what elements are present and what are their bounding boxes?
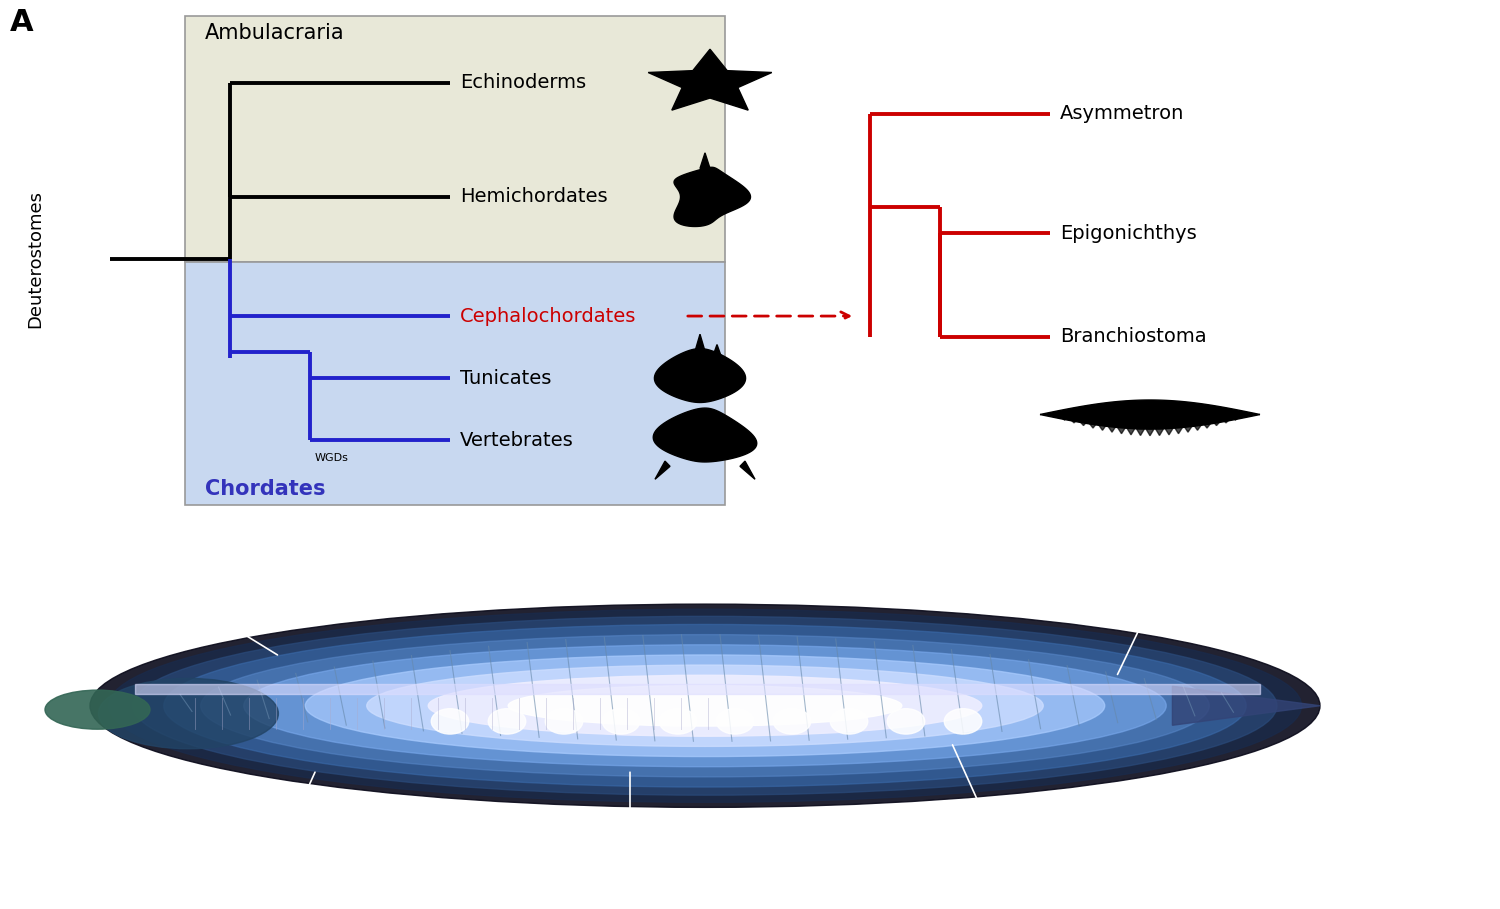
Polygon shape (654, 349, 746, 403)
Text: Hemichordates: Hemichordates (460, 187, 608, 206)
Polygon shape (1194, 425, 1202, 430)
Polygon shape (1052, 415, 1059, 417)
Text: Vertebrates: Vertebrates (460, 431, 573, 450)
Text: nerve chord: nerve chord (156, 562, 262, 627)
Text: Cephalochordates: Cephalochordates (460, 306, 636, 325)
Ellipse shape (134, 616, 1276, 795)
Text: gonads: gonads (602, 773, 658, 846)
Polygon shape (1232, 416, 1239, 420)
Polygon shape (656, 461, 670, 479)
Polygon shape (1174, 427, 1182, 434)
Ellipse shape (99, 678, 279, 749)
Ellipse shape (546, 709, 582, 734)
Ellipse shape (488, 709, 525, 734)
Polygon shape (1146, 429, 1154, 435)
Text: notochord: notochord (156, 596, 278, 654)
Ellipse shape (774, 709, 810, 734)
Polygon shape (1060, 416, 1068, 420)
Polygon shape (1089, 423, 1096, 428)
Text: A: A (10, 8, 33, 36)
Text: Echinoderms: Echinoderms (460, 74, 586, 93)
Polygon shape (1098, 425, 1107, 430)
Polygon shape (1080, 421, 1088, 425)
Ellipse shape (717, 709, 753, 734)
Text: B: B (27, 534, 50, 563)
Text: Chordates: Chordates (206, 479, 326, 499)
Text: pharyngeal slits: pharyngeal slits (224, 773, 346, 846)
Polygon shape (1137, 429, 1144, 435)
Text: segmented
muscles: segmented muscles (1118, 564, 1206, 674)
Ellipse shape (509, 685, 902, 726)
Text: mouth: mouth (42, 753, 92, 811)
Polygon shape (1166, 428, 1173, 435)
Polygon shape (1155, 429, 1164, 435)
Text: Branchiostoma: Branchiostoma (1060, 327, 1206, 346)
Polygon shape (1222, 419, 1230, 423)
Ellipse shape (45, 690, 150, 729)
Polygon shape (712, 345, 722, 358)
Polygon shape (694, 335, 705, 351)
Polygon shape (1184, 426, 1192, 432)
Polygon shape (1212, 421, 1221, 425)
Bar (135, 684, 1260, 694)
Ellipse shape (201, 634, 1209, 777)
Polygon shape (1203, 423, 1210, 428)
Ellipse shape (602, 709, 639, 734)
Ellipse shape (888, 709, 924, 734)
Ellipse shape (945, 709, 981, 734)
Ellipse shape (164, 624, 1246, 787)
Polygon shape (652, 408, 758, 462)
Polygon shape (1118, 427, 1125, 434)
Text: Tunicates: Tunicates (460, 369, 552, 388)
Ellipse shape (306, 654, 1104, 756)
Ellipse shape (90, 604, 1320, 807)
Ellipse shape (432, 709, 468, 734)
Ellipse shape (429, 675, 981, 736)
Bar (184, 15, 724, 262)
Bar (184, 262, 724, 505)
Polygon shape (1108, 426, 1116, 432)
Text: WGDs: WGDs (315, 454, 350, 464)
Text: post-anal
tail: post-anal tail (1382, 564, 1454, 694)
Polygon shape (1040, 400, 1260, 429)
Text: Epigonichthys: Epigonichthys (1060, 224, 1197, 243)
Ellipse shape (831, 709, 867, 734)
Text: anus: anus (1324, 741, 1360, 807)
Ellipse shape (108, 609, 1302, 803)
Polygon shape (700, 153, 709, 168)
Ellipse shape (658, 709, 696, 734)
Polygon shape (1173, 686, 1320, 725)
Text: Ambulacraria: Ambulacraria (206, 24, 345, 44)
Polygon shape (1070, 419, 1078, 423)
Text: Asymmetron: Asymmetron (1060, 105, 1185, 124)
Text: atriopore: atriopore (948, 744, 1017, 819)
Ellipse shape (366, 665, 1044, 746)
Ellipse shape (243, 644, 1167, 766)
Polygon shape (740, 461, 754, 479)
Polygon shape (1126, 428, 1136, 435)
Polygon shape (648, 49, 772, 110)
Text: Deuterostomes: Deuterostomes (26, 190, 44, 328)
Polygon shape (674, 167, 750, 226)
